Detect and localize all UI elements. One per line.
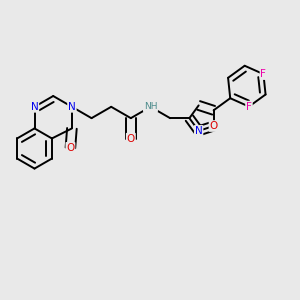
Text: NH: NH xyxy=(144,102,157,111)
Text: F: F xyxy=(260,69,266,79)
Text: N: N xyxy=(195,126,203,136)
Text: F: F xyxy=(246,102,252,112)
Text: O: O xyxy=(209,121,218,131)
Text: N: N xyxy=(31,102,38,112)
Text: N: N xyxy=(68,102,76,112)
Text: O: O xyxy=(127,134,135,144)
Text: O: O xyxy=(66,143,74,153)
